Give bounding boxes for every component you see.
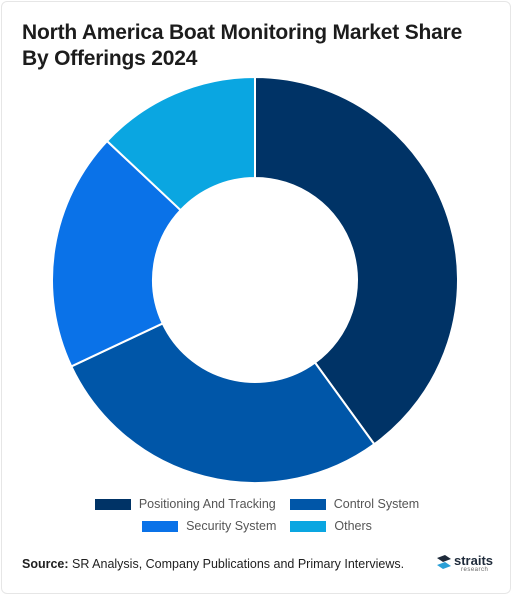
legend-label-security: Security System: [186, 519, 277, 533]
legend-swatch-positioning: [94, 498, 131, 510]
donut-slice-others[interactable]: [105, 75, 256, 212]
legend-item-security[interactable]: Security System: [142, 519, 276, 533]
logo-word: straits: [454, 553, 494, 568]
donut-slice-positioning[interactable]: [254, 75, 459, 446]
donut-slice-security[interactable]: [51, 139, 183, 368]
logo-mark-icon: [437, 555, 451, 569]
legend-row-1: Positioning And Tracking Control System: [0, 493, 514, 515]
legend-swatch-others: [290, 520, 327, 532]
donut-slice-control[interactable]: [69, 322, 376, 484]
legend-item-positioning[interactable]: Positioning And Tracking: [94, 497, 276, 511]
donut-chart: [51, 75, 459, 484]
legend-label-control: Control System: [333, 497, 420, 511]
source-label: Source:: [22, 557, 69, 571]
legend-swatch-security: [142, 520, 179, 532]
straits-research-logo: straits research: [436, 553, 494, 575]
legend-item-others[interactable]: Others: [290, 519, 372, 533]
legend: Positioning And Tracking Control System …: [0, 493, 514, 537]
source-note: Source: SR Analysis, Company Publication…: [22, 557, 404, 571]
source-text: SR Analysis, Company Publications and Pr…: [68, 557, 405, 571]
legend-row-2: Security System Others: [0, 515, 514, 537]
legend-label-positioning: Positioning And Tracking: [138, 497, 276, 511]
legend-item-control[interactable]: Control System: [289, 497, 420, 511]
legend-swatch-control: [289, 498, 326, 510]
chart-title: North America Boat Monitoring Market Sha…: [22, 21, 463, 70]
logo-subword: research: [461, 567, 489, 573]
legend-label-others: Others: [334, 519, 372, 533]
